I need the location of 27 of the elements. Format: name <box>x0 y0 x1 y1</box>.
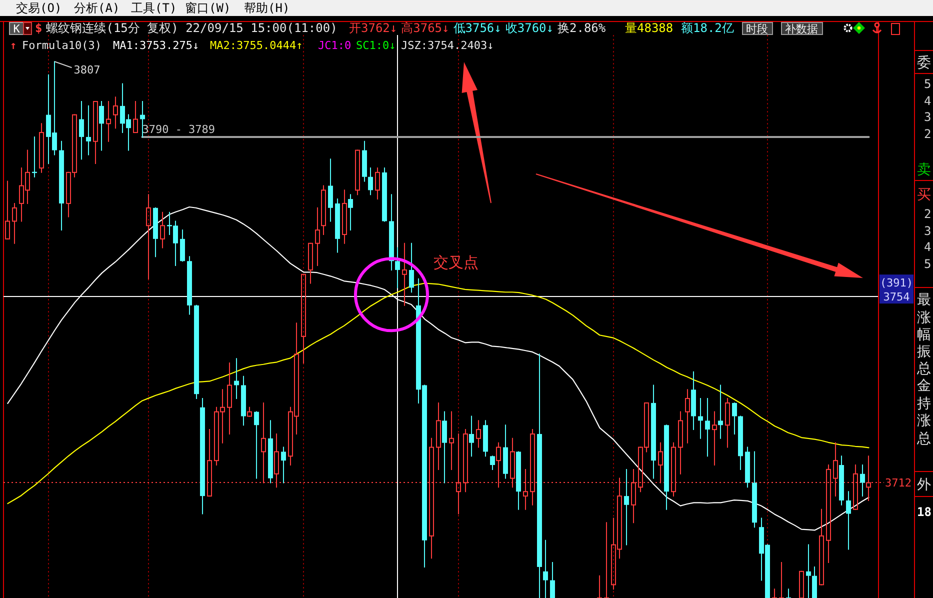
annotation: JSZ:3754.2403↓ <box>401 39 494 52</box>
text: MA2:3755.0444↑ <box>210 39 303 52</box>
annotation: 3807 <box>74 64 100 77</box>
text: 换2.86% <box>558 21 606 35</box>
text: 开3762↓ <box>349 21 398 35</box>
annotation: ↑ <box>10 39 17 52</box>
y-tick-label: 3712 <box>885 476 912 490</box>
text: 额18.2亿 <box>681 21 734 35</box>
chart-title: 螺纹钢连续(15分 复权) 22/09/15 15:00(11:00) <box>46 21 338 35</box>
annotation: K <box>13 22 20 36</box>
text: 收3760↓ <box>505 21 554 35</box>
text: MA1:3753.275↓ <box>113 39 200 52</box>
menu: 交易(O) 分析(A) 工具(T) 窗口(W) 帮助(H) <box>16 1 290 15</box>
side-labels: 委 5 4 3 2 卖 买 2 3 4 5 最 涨 幅 振 总 金 持 涨 总 外 18 <box>917 55 932 519</box>
y-tick-label: 3754 <box>883 290 910 304</box>
annotation: 3790 - 3789 <box>142 122 216 136</box>
annotation: SC1:0↓ <box>356 39 396 52</box>
annotation: 时段 <box>746 22 768 36</box>
text: $ <box>35 21 42 35</box>
crosshair-label: (391) <box>880 276 914 290</box>
annotation: 交叉点 <box>433 254 478 272</box>
text: 低3756↓ <box>453 21 502 35</box>
text: 高3765↓ <box>401 21 450 35</box>
annotation: JC1:0 <box>318 39 352 52</box>
text: 量48388 <box>625 21 674 35</box>
annotation: 补数据 <box>785 22 818 36</box>
annotation: Formula10(3) <box>22 39 102 52</box>
